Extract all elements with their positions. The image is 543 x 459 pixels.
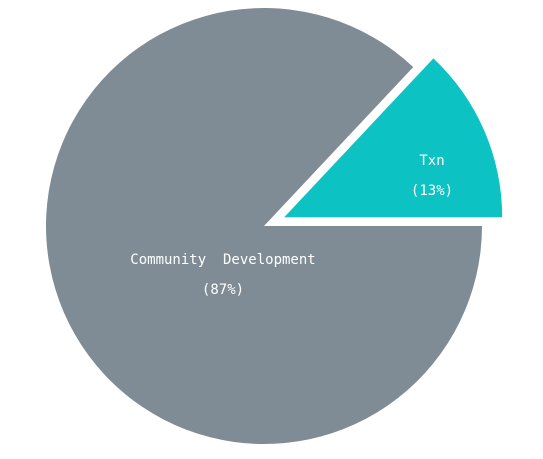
slice-label-txn: Txn — [419, 153, 444, 169]
slice-label-community-development: Community Development — [130, 252, 315, 268]
slice-percent-community-development: (87%) — [202, 282, 244, 298]
pie-slice-community-development — [46, 7, 483, 445]
slice-percent-txn: (13%) — [411, 183, 453, 199]
pie-slice-txn — [284, 58, 503, 218]
